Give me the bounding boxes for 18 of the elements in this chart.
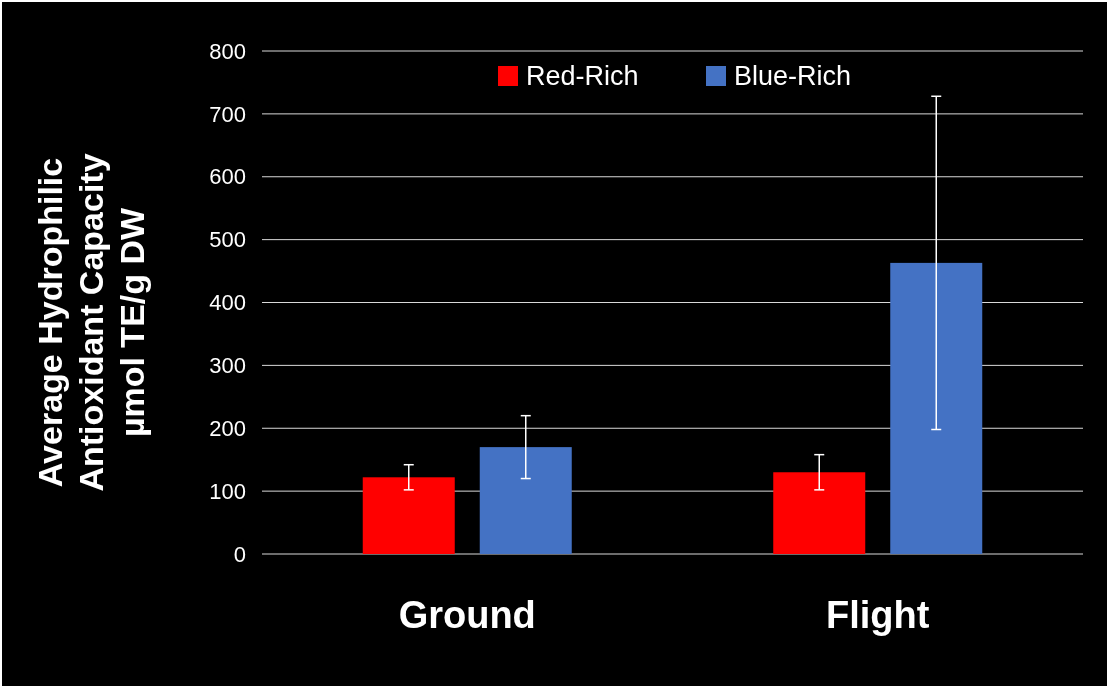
bar xyxy=(773,472,866,554)
y-tick-label: 600 xyxy=(209,164,246,190)
legend-label: Red-Rich xyxy=(526,61,639,92)
y-tick-label: 800 xyxy=(209,38,246,64)
y-tick-label: 100 xyxy=(209,478,246,504)
y-tick-label: 500 xyxy=(209,227,246,253)
y-axis-title: Average Hydrophilic Antioxidant Capacity µmol TE/g DW xyxy=(31,153,151,492)
y-tick-label: 400 xyxy=(209,290,246,316)
y-tick-label: 300 xyxy=(209,353,246,379)
x-tick-label: Flight xyxy=(826,594,930,636)
bar xyxy=(890,262,983,554)
y-tick-label: 700 xyxy=(209,101,246,127)
y-tick-label: 200 xyxy=(209,415,246,441)
bar xyxy=(362,477,455,554)
y-tick-label: 0 xyxy=(233,541,246,567)
x-tick-label: Ground xyxy=(398,594,536,636)
legend-label: Blue-Rich xyxy=(734,61,852,92)
bar xyxy=(479,447,572,554)
